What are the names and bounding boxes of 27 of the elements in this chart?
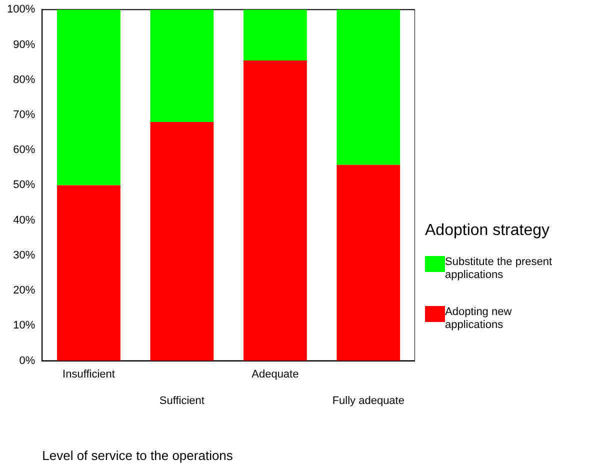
y-tick-label: 100% — [6, 4, 36, 16]
bar — [57, 185, 120, 361]
x-tick-label: Sufficient — [159, 394, 204, 407]
bar — [243, 10, 307, 61]
bar — [336, 164, 400, 361]
bar — [336, 10, 400, 165]
bar — [150, 10, 214, 122]
x-axis-title: Level of service to the operations — [42, 448, 234, 463]
y-tick-label: 10% — [13, 320, 36, 332]
y-tick-label: 50% — [13, 179, 36, 192]
y-tick-label: 40% — [13, 214, 36, 226]
x-tick-label: Adequate — [252, 368, 299, 380]
legend-title: Adoption strategy — [425, 222, 551, 240]
legend-label: Adopting new applications — [445, 306, 513, 332]
bar — [57, 10, 120, 186]
y-tick-label: 90% — [13, 38, 36, 51]
y-tick-label: 70% — [13, 108, 36, 121]
y-tick-label: 80% — [13, 74, 36, 86]
x-tick-label: Insufficient — [62, 368, 115, 380]
bar — [243, 60, 307, 361]
legend-label: Substitute the present applications — [445, 256, 554, 282]
y-tick-label: 20% — [13, 284, 36, 297]
bar — [150, 122, 214, 361]
y-tick-label: 0% — [19, 354, 36, 367]
y-tick-label: 60% — [13, 144, 36, 156]
x-tick-label: Fully adequate — [332, 394, 404, 407]
y-tick-label: 30% — [13, 249, 36, 262]
